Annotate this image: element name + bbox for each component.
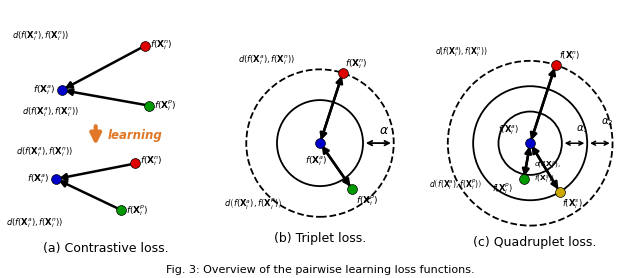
- Point: [131, 161, 141, 166]
- Text: $d(f(\mathbf{X}_i^a),f(\mathbf{X}_i^n))$: $d(f(\mathbf{X}_i^a),f(\mathbf{X}_i^n))$: [435, 45, 488, 59]
- Text: $\alpha_2$: $\alpha_2$: [601, 117, 614, 128]
- Point: [519, 177, 529, 181]
- Text: $d(f(\mathbf{X}_i^a),f(\mathbf{X}_i^n))$: $d(f(\mathbf{X}_i^a),f(\mathbf{X}_i^n))$: [238, 54, 296, 67]
- Text: $f(\mathbf{X}_i^s)$: $f(\mathbf{X}_i^s)$: [562, 197, 582, 210]
- Text: $f(\mathbf{X}_i^n)$: $f(\mathbf{X}_i^n)$: [140, 155, 163, 168]
- Text: $f(\mathbf{X}_i^a)$: $f(\mathbf{X}_i^a)$: [499, 123, 520, 137]
- Point: [140, 43, 150, 48]
- Point: [57, 88, 67, 92]
- Text: $d(f(\mathbf{X}_i^a),f(\mathbf{X}_i^n))$: $d(f(\mathbf{X}_i^a),f(\mathbf{X}_i^n))$: [22, 106, 79, 119]
- Point: [555, 190, 565, 194]
- Point: [525, 141, 535, 145]
- Point: [338, 71, 348, 75]
- Text: $f(\mathbf{X}_i^p)$: $f(\mathbf{X}_i^p)$: [127, 203, 149, 218]
- Point: [347, 187, 357, 191]
- Point: [144, 103, 154, 108]
- Text: Fig. 3: Overview of the pairwise learning loss functions.: Fig. 3: Overview of the pairwise learnin…: [166, 265, 474, 275]
- Text: $f(\mathbf{X}_i^p)$: $f(\mathbf{X}_i^p)$: [356, 193, 379, 208]
- Text: $f(\mathbf{X}_i^a)$: $f(\mathbf{X}_i^a)$: [33, 83, 56, 97]
- Text: (a) Contrastive loss.: (a) Contrastive loss.: [43, 242, 168, 255]
- Text: $f(\mathbf{X}_i^p)$: $f(\mathbf{X}_i^p)$: [154, 98, 177, 113]
- Text: $f(\mathbf{X}_i^p)$: $f(\mathbf{X}_i^p)$: [492, 181, 513, 196]
- Text: $\alpha_1$: $\alpha_1$: [575, 123, 588, 135]
- Text: $f(\mathbf{X}_i^n)$: $f(\mathbf{X}_i^n)$: [150, 39, 173, 52]
- Text: (c) Quadruplet loss.: (c) Quadruplet loss.: [473, 236, 596, 249]
- Text: $d(f(\mathbf{X}_i^a),f(\mathbf{X}_i^n))$: $d(f(\mathbf{X}_i^a),f(\mathbf{X}_i^n))$: [6, 217, 64, 230]
- Text: $f(\mathbf{X}_i^n)$: $f(\mathbf{X}_i^n)$: [345, 57, 367, 71]
- Text: $d\left(f(\mathbf{X}_i^a),f(\mathbf{X}_i^p)\right)$: $d\left(f(\mathbf{X}_i^a),f(\mathbf{X}_i…: [429, 177, 482, 192]
- Text: $d(f(\mathbf{X}_i^a),f(\mathbf{X}_i^n))$: $d(f(\mathbf{X}_i^a),f(\mathbf{X}_i^n))$: [12, 30, 70, 43]
- Text: $\alpha$: $\alpha$: [380, 124, 390, 137]
- Text: (b) Triplet loss.: (b) Triplet loss.: [274, 232, 366, 245]
- Text: learning: learning: [108, 129, 163, 142]
- Text: $d\!\left(f(\mathbf{X}_i^a),\right.$
$\left.f(\mathbf{X}_i^s)\right)$: $d\!\left(f(\mathbf{X}_i^a),\right.$ $\l…: [534, 160, 562, 186]
- Text: $d(f(\mathbf{X}_i^a),f(\mathbf{X}_i^n))$: $d(f(\mathbf{X}_i^a),f(\mathbf{X}_i^n))$: [17, 146, 74, 159]
- Point: [116, 208, 127, 212]
- Text: $f(\mathbf{X}_i^n)$: $f(\mathbf{X}_i^n)$: [559, 49, 580, 63]
- Text: $d\left(f(\mathbf{X}_i^a),f(\mathbf{X}_i^p)\right)$: $d\left(f(\mathbf{X}_i^a),f(\mathbf{X}_i…: [224, 196, 282, 211]
- Point: [315, 141, 325, 145]
- Text: $f(\mathbf{X}_i^a)$: $f(\mathbf{X}_i^a)$: [305, 154, 327, 168]
- Point: [51, 177, 61, 181]
- Point: [550, 63, 561, 67]
- Text: $f(\mathbf{X}_i^a)$: $f(\mathbf{X}_i^a)$: [28, 172, 50, 186]
